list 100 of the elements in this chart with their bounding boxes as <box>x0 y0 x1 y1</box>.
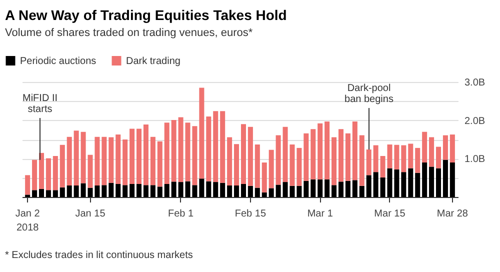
bar <box>234 144 240 186</box>
bar <box>429 166 434 197</box>
bar <box>108 137 114 183</box>
bar <box>213 182 218 197</box>
bar <box>429 137 434 167</box>
annotation: MiFID II starts <box>22 93 58 115</box>
bar <box>102 136 107 186</box>
y-tick-label: 3.0B <box>464 78 486 88</box>
bar <box>450 134 455 162</box>
bar <box>345 180 350 197</box>
bar <box>373 172 378 197</box>
bar <box>199 178 204 197</box>
bar <box>268 150 274 188</box>
bar <box>46 190 51 197</box>
bar <box>415 148 420 173</box>
bar <box>227 186 232 197</box>
x-tick-label: Feb 15 <box>234 208 266 220</box>
bar <box>116 184 121 197</box>
bar <box>450 162 455 197</box>
bar <box>164 184 170 197</box>
x-tick-label: Mar 28 <box>436 208 468 220</box>
bar <box>310 129 316 180</box>
bar <box>66 186 72 197</box>
bar <box>199 88 204 179</box>
bar <box>60 144 65 188</box>
bar <box>74 186 79 197</box>
bar <box>408 168 414 197</box>
bar <box>436 146 442 168</box>
bar <box>359 186 364 197</box>
bar <box>338 182 344 197</box>
bar <box>220 182 226 197</box>
bar <box>332 137 337 186</box>
x-tick-label: Mar 15 <box>374 208 406 220</box>
bar <box>436 168 442 197</box>
bar <box>150 185 156 197</box>
bar <box>352 121 358 180</box>
bar <box>408 144 414 168</box>
x-tick-label: Jan 15 <box>75 208 106 220</box>
bar <box>318 123 323 180</box>
bar <box>359 135 364 186</box>
bar <box>442 135 448 160</box>
bar <box>254 188 260 197</box>
bar <box>262 192 267 197</box>
bar <box>332 185 337 197</box>
bar <box>366 149 372 176</box>
bar <box>143 185 148 197</box>
bar <box>296 186 302 197</box>
chart-title: A New Way of Trading Equities Takes Hold <box>5 7 287 23</box>
bar <box>136 128 142 184</box>
bar <box>171 120 176 182</box>
bar <box>178 117 184 182</box>
bar <box>234 186 240 197</box>
bar <box>206 181 212 197</box>
bar <box>338 129 344 182</box>
bar <box>422 162 428 197</box>
bar <box>248 126 253 186</box>
bar <box>46 158 51 190</box>
x-tick-label: Feb 1 <box>168 208 194 220</box>
bar <box>130 128 135 184</box>
bar <box>352 180 358 197</box>
bar <box>401 172 406 197</box>
bar <box>240 124 246 184</box>
bar <box>52 190 58 197</box>
bar <box>74 130 79 186</box>
y-tick-label: 2.0B <box>464 116 486 127</box>
bar <box>422 132 428 162</box>
bar <box>60 187 65 197</box>
bar <box>268 188 274 197</box>
legend-label: Periodic auctions <box>20 56 96 67</box>
bar <box>52 156 58 190</box>
bar <box>171 182 176 197</box>
bar <box>220 111 226 183</box>
bar <box>345 133 350 181</box>
bar <box>373 145 378 172</box>
bar <box>324 121 330 180</box>
bar <box>206 116 212 182</box>
x-tick-label: Mar 1 <box>307 208 334 220</box>
bar <box>102 185 107 197</box>
bar <box>262 162 267 192</box>
bar <box>32 190 38 197</box>
bar <box>442 160 448 197</box>
bar <box>296 148 302 186</box>
bar <box>304 180 309 197</box>
bar <box>25 175 30 195</box>
bar <box>122 140 128 186</box>
bar <box>38 152 44 189</box>
bar <box>122 185 128 197</box>
bar <box>157 186 162 197</box>
bar <box>254 144 260 188</box>
bar <box>227 137 232 186</box>
bar <box>178 182 184 197</box>
y-tick-label: 1.0B <box>464 154 486 166</box>
bar <box>366 175 372 197</box>
bar <box>318 179 323 197</box>
bar <box>150 136 156 186</box>
bar <box>157 141 162 187</box>
bar <box>324 179 330 197</box>
bar <box>276 184 281 197</box>
annotation: Dark-pool ban begins <box>344 83 394 105</box>
legend-label: Dark trading <box>126 56 180 67</box>
